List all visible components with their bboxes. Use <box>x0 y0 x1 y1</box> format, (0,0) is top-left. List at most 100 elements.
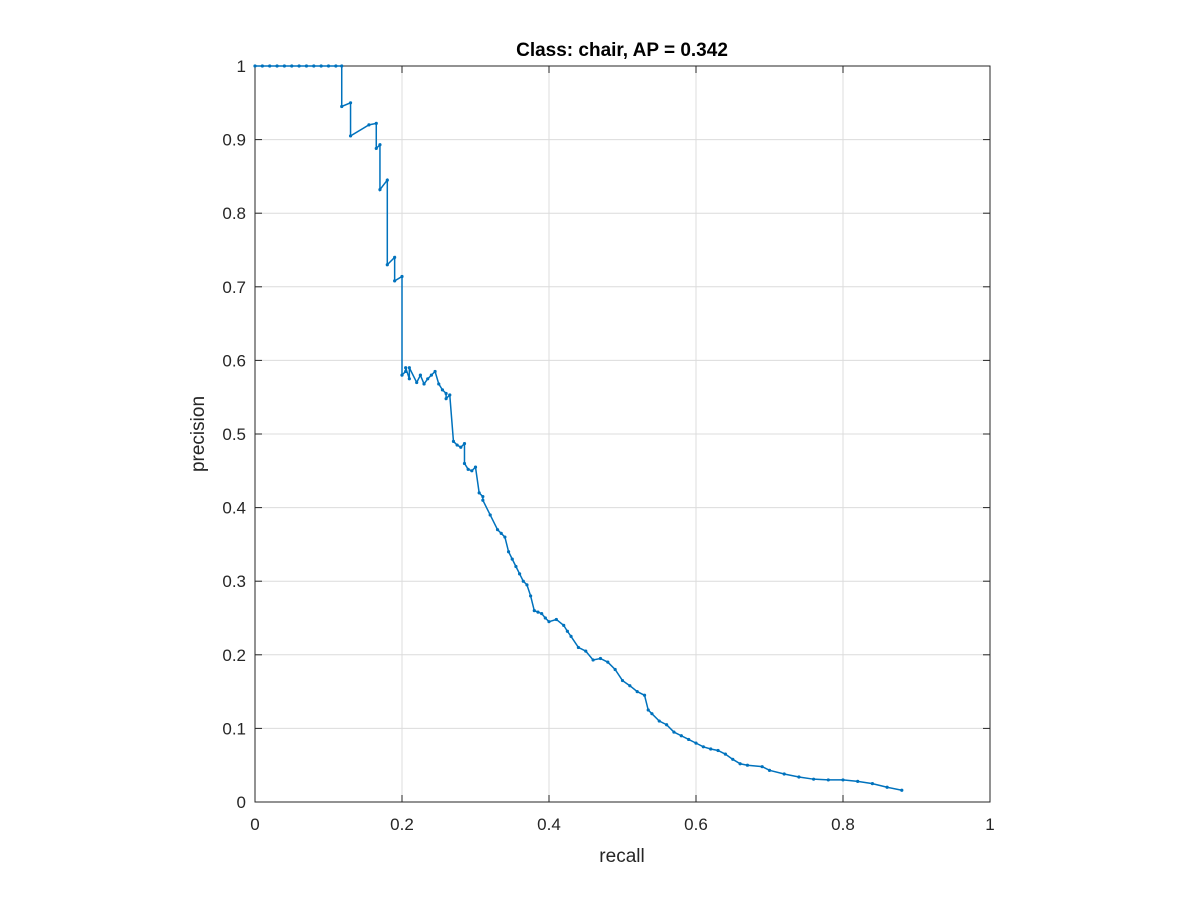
pr-point <box>418 373 422 377</box>
pr-point <box>650 712 654 716</box>
pr-point <box>782 772 786 776</box>
y-tick-label: 0.8 <box>222 204 246 223</box>
x-tick-label: 0.8 <box>831 815 855 834</box>
pr-point <box>290 64 294 68</box>
pr-point <box>738 762 742 766</box>
y-tick-labels: 0 0.1 0.2 0.3 0.4 0.5 0.6 0.7 0.8 0.9 1 <box>222 57 246 812</box>
x-tick-label: 1 <box>985 815 994 834</box>
pr-point <box>554 617 558 622</box>
pr-point <box>540 611 544 616</box>
pr-point <box>506 550 511 554</box>
pr-point <box>716 748 720 753</box>
pr-point <box>606 660 610 664</box>
pr-point <box>451 439 456 443</box>
pr-point <box>440 388 445 392</box>
pr-point <box>422 382 426 386</box>
pr-point <box>635 690 639 694</box>
x-tick-label: 0.2 <box>390 815 414 834</box>
x-tick-label: 0 <box>250 815 259 834</box>
pr-point <box>340 104 344 109</box>
pr-point <box>459 445 463 449</box>
pr-point <box>348 101 353 105</box>
pr-curve-markers <box>253 64 904 792</box>
pr-point <box>518 572 522 576</box>
pr-point <box>642 693 647 697</box>
pr-point <box>448 393 452 397</box>
pr-point <box>297 64 301 68</box>
pr-point <box>885 785 889 789</box>
pr-point <box>374 121 378 126</box>
pr-point <box>253 64 257 68</box>
pr-point <box>385 178 389 182</box>
pr-point <box>348 134 353 138</box>
y-tick-label: 0.5 <box>222 425 246 444</box>
pr-point <box>503 535 507 539</box>
y-tick-label: 1 <box>237 57 246 76</box>
pr-point <box>433 369 437 374</box>
pr-point <box>646 708 650 712</box>
pr-point <box>687 737 691 742</box>
pr-point <box>679 734 683 738</box>
pr-point <box>591 658 595 662</box>
series-layer <box>253 64 904 792</box>
x-axis-label: recall <box>599 846 644 867</box>
pr-point <box>856 779 860 783</box>
pr-point <box>393 255 397 259</box>
pr-point <box>870 782 875 786</box>
pr-point <box>620 678 625 683</box>
x-tick-label: 0.4 <box>537 815 561 834</box>
pr-point <box>385 263 389 267</box>
pr-point <box>543 616 547 620</box>
pr-point <box>569 634 573 639</box>
pr-point <box>481 498 485 502</box>
pr-point <box>672 730 676 734</box>
pr-point <box>260 64 264 68</box>
pr-point <box>576 645 581 650</box>
y-tick-label: 0.2 <box>222 646 246 665</box>
pr-point <box>437 382 441 386</box>
pr-point <box>481 494 485 499</box>
y-tick-label: 0.7 <box>222 278 246 297</box>
pr-point <box>326 64 331 68</box>
pr-point <box>826 778 830 782</box>
pr-point <box>275 64 279 68</box>
pr-point <box>304 64 309 68</box>
pr-point <box>760 765 764 769</box>
pr-point <box>312 64 316 68</box>
pr-point <box>628 684 632 688</box>
pr-point <box>426 377 430 381</box>
pr-point <box>473 465 478 469</box>
pr-point <box>562 623 566 627</box>
y-tick-label: 0 <box>237 793 246 812</box>
pr-point <box>282 64 286 68</box>
pr-point <box>400 373 404 377</box>
pr-point <box>444 397 448 401</box>
pr-point <box>495 528 500 532</box>
pr-point <box>565 629 569 633</box>
pr-point <box>767 768 772 772</box>
pr-point <box>462 461 467 466</box>
tick-marks <box>254 65 991 803</box>
pr-point <box>415 380 419 385</box>
pr-point <box>407 377 411 381</box>
y-tick-label: 0.6 <box>222 351 246 370</box>
pr-point <box>407 366 411 370</box>
pr-point <box>378 188 382 192</box>
pr-point <box>731 757 735 761</box>
pr-point <box>400 274 404 279</box>
pr-point <box>657 719 661 723</box>
y-tick-label: 0.9 <box>222 131 246 150</box>
pr-point <box>584 649 588 653</box>
pr-point <box>723 752 728 756</box>
pr-point <box>529 594 533 598</box>
pr-point <box>613 667 617 672</box>
pr-point <box>466 467 470 471</box>
pr-point <box>536 610 540 614</box>
pr-point <box>514 564 518 569</box>
pr-point <box>797 775 801 779</box>
pr-point <box>268 64 272 68</box>
pr-point <box>694 741 698 745</box>
pr-point <box>367 123 371 127</box>
pr-point <box>374 146 378 151</box>
